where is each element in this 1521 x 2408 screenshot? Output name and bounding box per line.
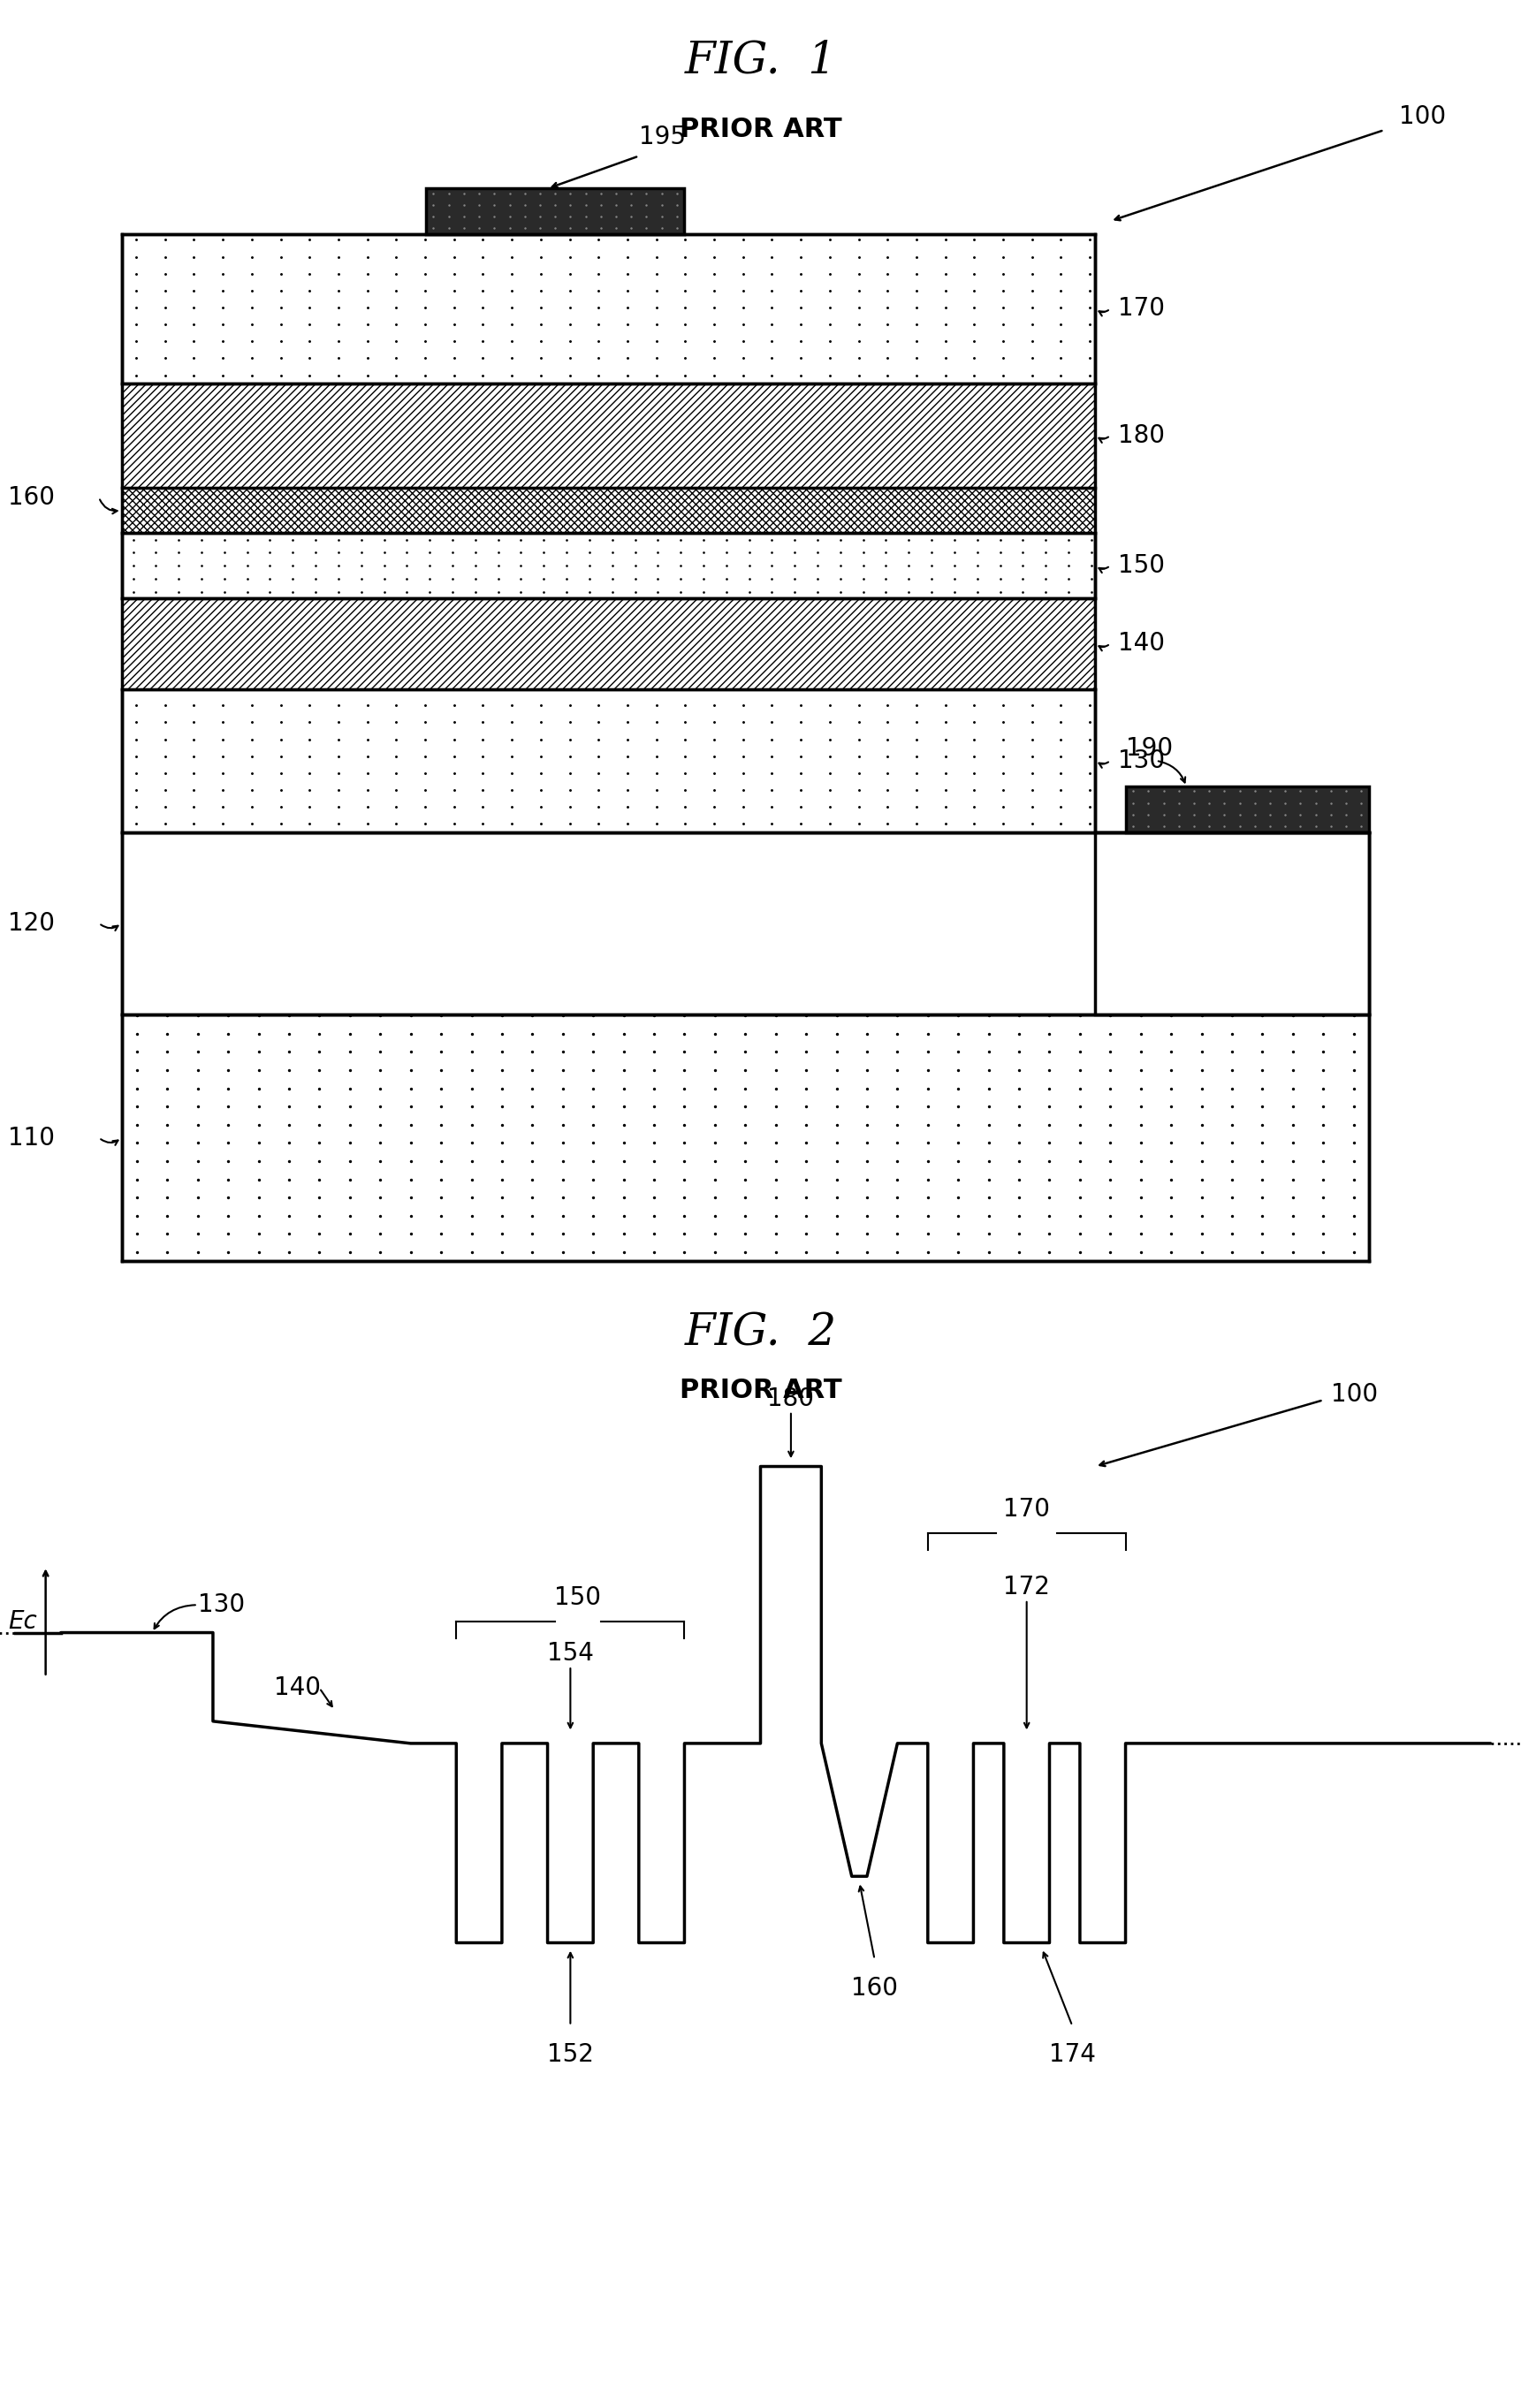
Text: 195: 195: [639, 125, 686, 149]
Bar: [122, 833, 1369, 1014]
Text: PRIOR ART: PRIOR ART: [680, 1377, 841, 1404]
Text: 120: 120: [8, 910, 55, 937]
Text: 160: 160: [852, 1977, 897, 2001]
Bar: [1126, 787, 1369, 833]
Text: 150: 150: [555, 1587, 601, 1611]
Text: 130: 130: [198, 1592, 245, 1618]
Text: 180: 180: [768, 1387, 814, 1411]
Text: 190: 190: [1126, 737, 1173, 761]
Text: 180: 180: [1118, 424, 1165, 448]
Text: 170: 170: [1004, 1498, 1049, 1522]
Text: 130: 130: [1118, 749, 1165, 773]
Bar: [122, 532, 1095, 597]
Text: 100: 100: [1399, 104, 1446, 130]
Text: 152: 152: [548, 2042, 593, 2066]
Bar: [122, 486, 1095, 532]
Bar: [1095, 833, 1369, 1014]
Text: PRIOR ART: PRIOR ART: [680, 118, 841, 142]
Bar: [122, 234, 1095, 383]
Bar: [122, 383, 1095, 486]
Text: 160: 160: [8, 484, 55, 510]
Text: 140: 140: [1118, 631, 1165, 655]
Bar: [122, 689, 1095, 833]
Bar: [122, 597, 1095, 689]
Bar: [426, 188, 684, 234]
Text: Ec: Ec: [8, 1609, 38, 1635]
Text: FIG.  2: FIG. 2: [684, 1312, 837, 1356]
Text: 170: 170: [1118, 296, 1165, 320]
Text: FIG.  1: FIG. 1: [684, 39, 837, 82]
Text: 172: 172: [1004, 1575, 1049, 1599]
Text: 140: 140: [274, 1676, 321, 1700]
Text: 110: 110: [8, 1125, 55, 1151]
Bar: [122, 1014, 1369, 1262]
Text: 150: 150: [1118, 554, 1165, 578]
Text: 100: 100: [1331, 1382, 1378, 1406]
Text: 154: 154: [548, 1642, 593, 1666]
Text: 174: 174: [1049, 2042, 1095, 2066]
